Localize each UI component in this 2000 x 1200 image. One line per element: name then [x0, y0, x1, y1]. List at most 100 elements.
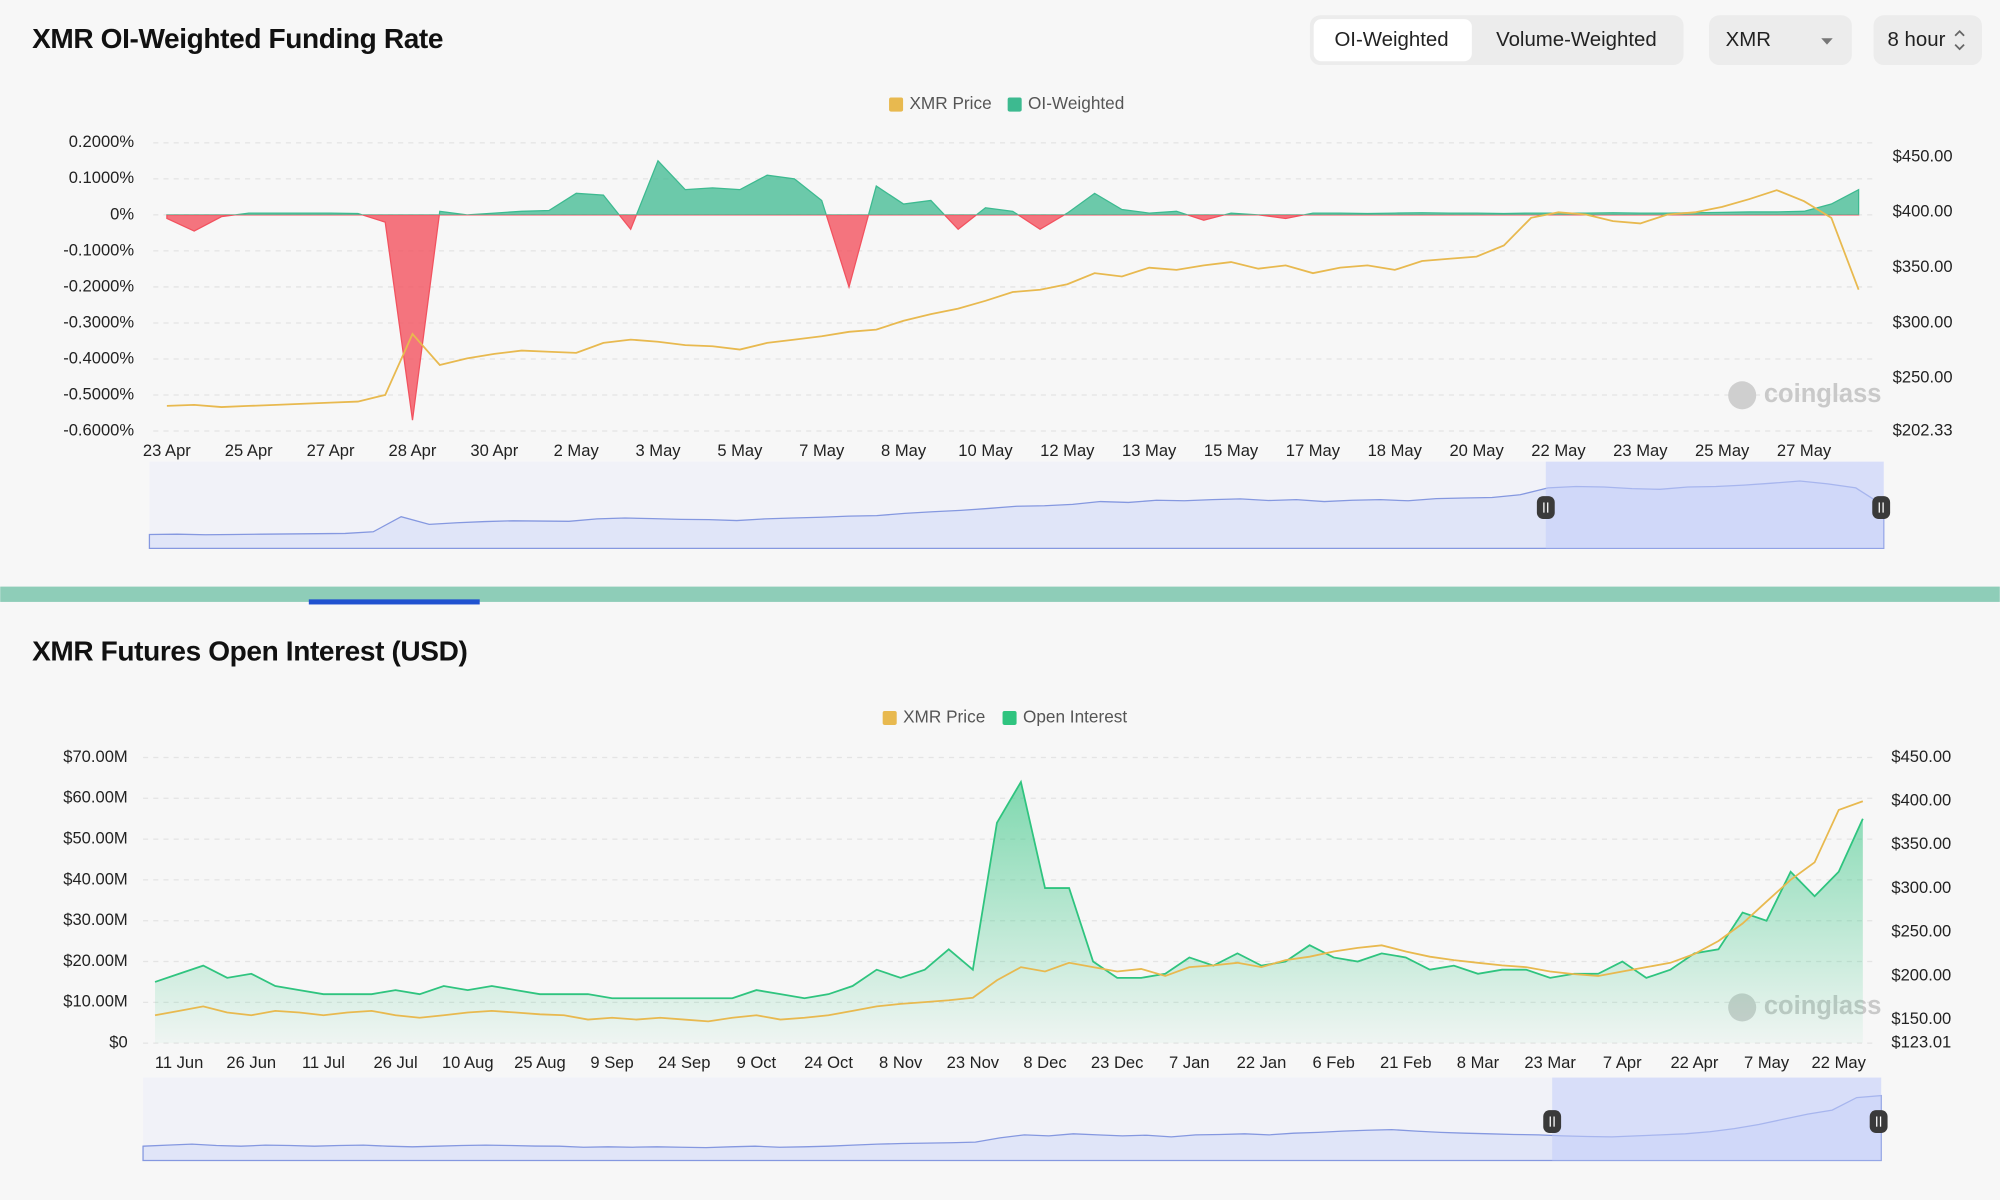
- navigator-handle[interactable]: [1869, 1110, 1888, 1134]
- watermark: coinglass: [1764, 380, 1882, 408]
- interval-select[interactable]: [1873, 15, 1982, 66]
- x-tick-label: 13 May: [1122, 441, 1177, 460]
- x-tick-label: 22 Jan: [1237, 1053, 1287, 1072]
- y2-tick-label: $350.00: [1891, 834, 1951, 853]
- x-tick-label: 12 May: [1040, 441, 1095, 460]
- x-tick-label: 8 May: [881, 441, 927, 460]
- x-tick-label: 15 May: [1204, 441, 1259, 460]
- y2-tick-label: $450.00: [1893, 146, 1953, 165]
- y-tick-label: 0.2000%: [69, 132, 135, 151]
- y2-tick-label: $123.01: [1891, 1033, 1951, 1052]
- x-tick-label: 27 Apr: [307, 441, 355, 460]
- legend-label[interactable]: XMR Price: [909, 93, 991, 113]
- watermark-logo: [1728, 381, 1757, 410]
- x-tick-label: 9 Oct: [737, 1053, 777, 1072]
- x-tick-label: 25 Aug: [514, 1053, 566, 1072]
- x-tick-label: 18 May: [1368, 441, 1423, 460]
- x-tick-label: 20 May: [1449, 441, 1504, 460]
- tab-indicator: [308, 599, 480, 605]
- y-tick-label: 0%: [110, 204, 134, 223]
- x-tick-label: 7 Apr: [1603, 1053, 1642, 1072]
- section-divider: [0, 586, 2000, 602]
- x-tick-label: 23 Apr: [143, 441, 191, 460]
- x-tick-label: 10 Aug: [442, 1053, 494, 1072]
- x-tick-label: 7 May: [1744, 1053, 1790, 1072]
- y2-tick-label: $250.00: [1891, 922, 1951, 941]
- x-tick-label: 24 Oct: [804, 1053, 853, 1072]
- x-tick-label: 21 Feb: [1380, 1053, 1432, 1072]
- x-tick-label: 23 Dec: [1091, 1053, 1143, 1072]
- x-tick-label: 9 Sep: [590, 1053, 633, 1072]
- positive-area: [166, 159, 1860, 215]
- dropdown-caret: [1821, 38, 1833, 45]
- x-tick-label: 23 May: [1613, 441, 1668, 460]
- x-tick-label: 23 Nov: [947, 1053, 1000, 1072]
- legend-label[interactable]: Open Interest: [1023, 707, 1127, 727]
- x-tick-label: 10 May: [958, 441, 1013, 460]
- y2-tick-label: $202.33: [1893, 420, 1953, 439]
- x-tick-label: 23 Mar: [1524, 1053, 1576, 1072]
- x-tick-label: 27 May: [1777, 441, 1832, 460]
- navigator-selection[interactable]: [1545, 461, 1884, 549]
- x-tick-label: 22 Apr: [1670, 1053, 1718, 1072]
- x-tick-label: 22 May: [1531, 441, 1586, 460]
- mode-tab-active[interactable]: [1313, 19, 1472, 62]
- y-tick-label: -0.5000%: [63, 384, 134, 403]
- legend-swatch[interactable]: [882, 710, 897, 725]
- legend-swatch[interactable]: [1002, 710, 1017, 725]
- mode-tab[interactable]: OI-Weighted: [1334, 29, 1448, 51]
- x-tick-label: 11 Jul: [302, 1053, 345, 1072]
- x-tick-label: 5 May: [717, 441, 763, 460]
- y2-tick-label: $400.00: [1891, 791, 1951, 810]
- stepper-down: [1954, 44, 1965, 51]
- x-tick-label: 11 Jun: [155, 1053, 204, 1072]
- legend-swatch[interactable]: [889, 97, 904, 112]
- y-tick-label: $40.00M: [63, 869, 127, 888]
- y2-tick-label: $300.00: [1893, 312, 1953, 331]
- legend-label[interactable]: XMR Price: [903, 707, 985, 727]
- legend-swatch[interactable]: [1007, 97, 1022, 112]
- y-tick-label: $0: [109, 1033, 127, 1052]
- y-tick-label: $70.00M: [63, 747, 127, 766]
- mode-tab[interactable]: Volume-Weighted: [1496, 29, 1657, 51]
- y-tick-label: -0.4000%: [63, 348, 134, 367]
- y-tick-label: -0.6000%: [63, 420, 134, 439]
- x-tick-label: 8 Mar: [1457, 1053, 1500, 1072]
- navigator-handle[interactable]: [1872, 496, 1891, 520]
- y-tick-label: -0.3000%: [63, 312, 134, 331]
- x-tick-label: 7 Jan: [1169, 1053, 1210, 1072]
- navigator-handle[interactable]: [1536, 496, 1555, 520]
- y2-tick-label: $150.00: [1891, 1009, 1951, 1028]
- y-tick-label: 0.1000%: [69, 168, 135, 187]
- symbol-select[interactable]: [1709, 15, 1852, 66]
- legend-label[interactable]: OI-Weighted: [1028, 93, 1124, 113]
- navigator-selection[interactable]: [1552, 1077, 1882, 1161]
- area: [155, 781, 1863, 1044]
- y-tick-label: $10.00M: [63, 992, 127, 1011]
- x-tick-label: 22 May: [1812, 1053, 1867, 1072]
- chart-title: XMR OI-Weighted Funding Rate: [32, 23, 443, 54]
- y-tick-label: $60.00M: [63, 788, 127, 807]
- x-tick-label: 3 May: [635, 441, 681, 460]
- navigator-handle[interactable]: [1543, 1110, 1562, 1134]
- interval-select-value[interactable]: 8 hour: [1888, 29, 1946, 51]
- x-tick-label: 7 May: [799, 441, 845, 460]
- y2-tick-label: $450.00: [1891, 747, 1951, 766]
- negative-area: [166, 214, 1860, 421]
- x-tick-label: 8 Dec: [1023, 1053, 1066, 1072]
- x-tick-label: 17 May: [1286, 441, 1341, 460]
- y-tick-label: -0.2000%: [63, 276, 134, 295]
- x-tick-label: 26 Jul: [373, 1053, 417, 1072]
- x-tick-label: 25 May: [1695, 441, 1750, 460]
- y-tick-label: $20.00M: [63, 951, 127, 970]
- y2-tick-label: $350.00: [1893, 257, 1953, 276]
- symbol-select-value[interactable]: XMR: [1726, 29, 1771, 51]
- y2-tick-label: $250.00: [1893, 368, 1953, 387]
- y2-tick-label: $200.00: [1891, 965, 1951, 984]
- x-tick-label: 25 Apr: [225, 441, 273, 460]
- x-tick-label: 28 Apr: [389, 441, 437, 460]
- x-tick-label: 30 Apr: [470, 441, 518, 460]
- x-tick-label: 26 Jun: [226, 1053, 276, 1072]
